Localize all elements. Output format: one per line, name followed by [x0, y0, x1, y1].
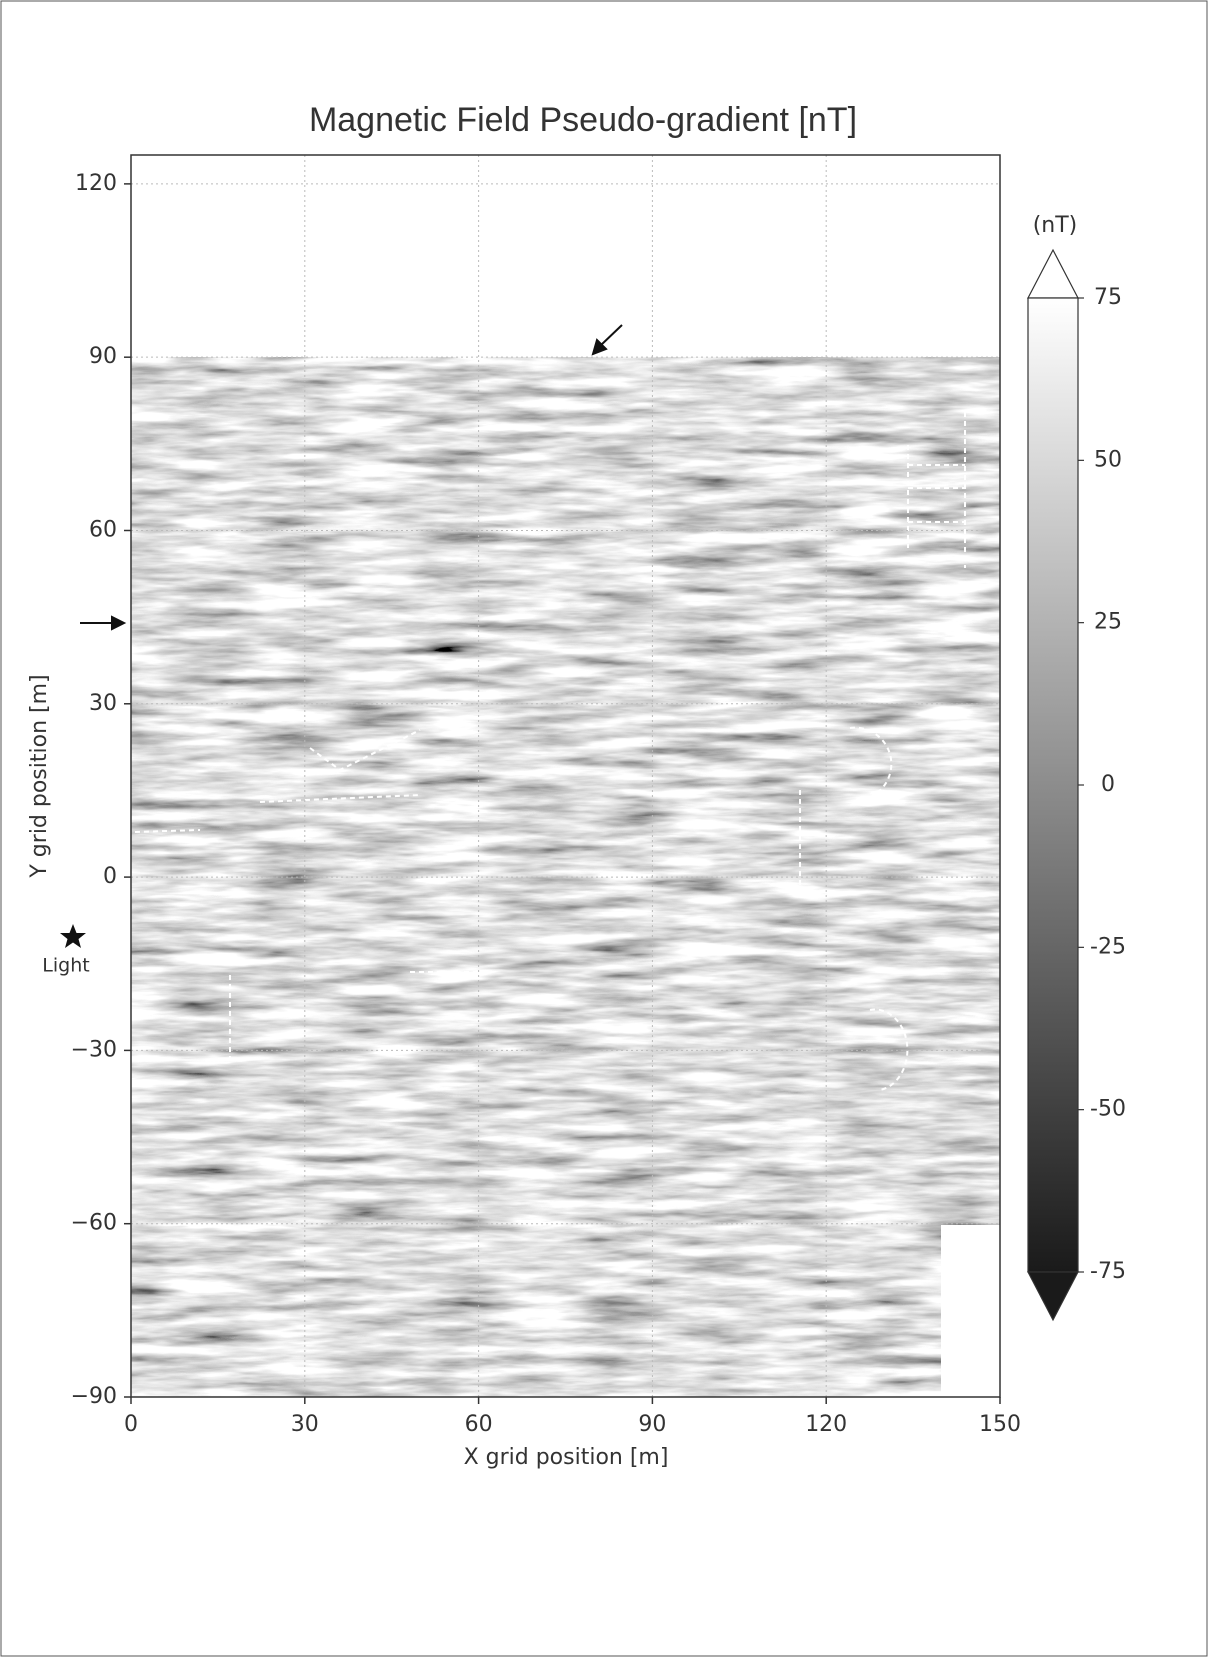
colorbar-extend-bottom [1027, 1271, 1079, 1322]
colorbar-extend-top [1027, 248, 1079, 299]
survey-image [131, 357, 1000, 1397]
annotation: Light [42, 955, 89, 977]
arrow [599, 324, 623, 347]
y-axis-label: Y grid position [m] [27, 674, 52, 878]
x-tick-label: 0 [124, 1412, 138, 1437]
colorbar-tick-label: 50 [1094, 447, 1122, 472]
x-tick-label: 120 [805, 1412, 847, 1437]
plot-area [131, 357, 1000, 1397]
feature-outlines [134, 412, 966, 1091]
unsurveyed-area [941, 1225, 1000, 1397]
y-tick-label: −60 [71, 1211, 117, 1236]
y-tick-label: 60 [89, 517, 117, 542]
x-tick-label: 60 [465, 1412, 493, 1437]
arrow-head [591, 338, 608, 356]
x-axis-label: X grid position [m] [464, 1445, 669, 1470]
y-tick-label: −90 [71, 1384, 117, 1409]
y-tick-label: 30 [89, 691, 117, 716]
arrow-head [111, 615, 127, 631]
colorbar: 75 50 25 0 -25 -50 -75 [1027, 248, 1126, 1322]
colorbar-tick-label: 75 [1094, 285, 1122, 310]
x-tick-label: 30 [291, 1412, 319, 1437]
colorbar-gradient [1027, 297, 1079, 1273]
colorbar-tick-label: -25 [1090, 934, 1126, 959]
chart-title: Magnetic Field Pseudo-gradient [nT] [309, 101, 857, 139]
x-tick-label: 150 [979, 1412, 1021, 1437]
colorbar-tick-label: 0 [1101, 772, 1115, 797]
y-tick-label: 90 [89, 344, 117, 369]
colorbar-tick-label: -50 [1090, 1097, 1126, 1122]
axes-frame [130, 154, 1001, 1398]
arrows [80, 324, 623, 631]
x-tick-label: 90 [638, 1412, 666, 1437]
colorbar-tick-label: 25 [1094, 610, 1122, 635]
light-star [60, 924, 86, 948]
colorbar-label: (nT) [1033, 213, 1078, 238]
colorbar-tick-label: -75 [1090, 1259, 1126, 1284]
y-tick-label: 0 [103, 864, 117, 889]
y-tick-label: −30 [71, 1037, 117, 1062]
y-tick-label: 120 [75, 171, 117, 196]
